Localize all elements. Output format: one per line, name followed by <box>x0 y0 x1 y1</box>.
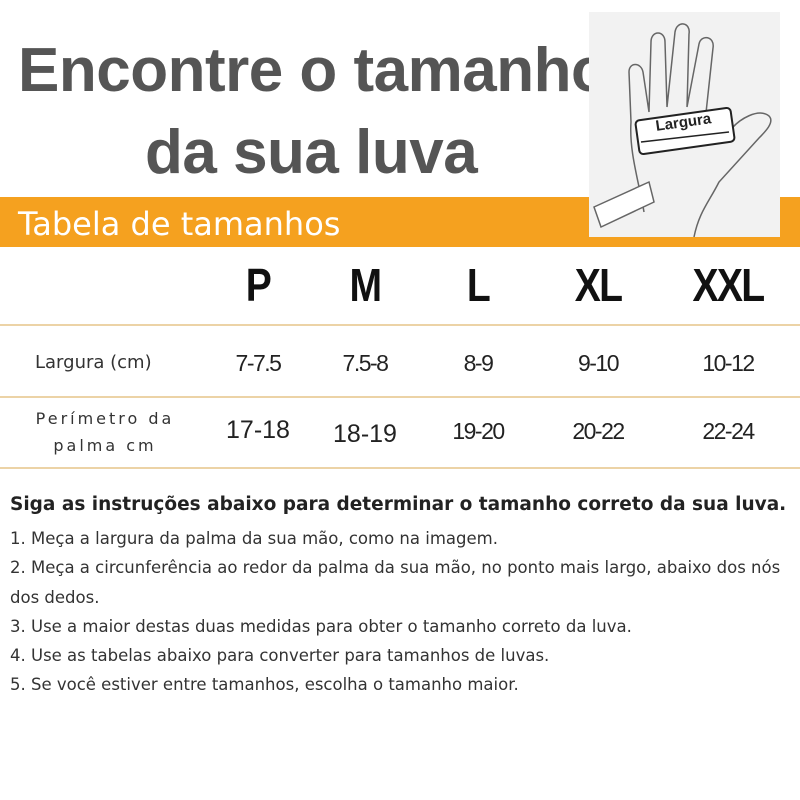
size-header: M <box>349 259 383 311</box>
size-value: 10-12 <box>702 350 755 376</box>
hand-image: Largura <box>589 12 780 238</box>
wrist-band <box>634 107 736 155</box>
title-line: da sua luva <box>145 118 478 187</box>
size-value: 7-7.5 <box>235 350 282 376</box>
size-value: 8-9 <box>463 350 494 376</box>
size-value: 20-22 <box>572 418 625 444</box>
size-value: 19-20 <box>452 418 505 444</box>
size-value: 7.5-8 <box>342 350 389 376</box>
instruction-item: 3. Use a maior destas duas medidas para … <box>10 616 632 636</box>
row-label: Largura (cm) <box>35 352 152 373</box>
instruction-item: 4. Use as tabelas abaixo para converter … <box>10 646 550 666</box>
hand-drawing: Largura <box>593 23 772 238</box>
width-arrow <box>640 131 730 143</box>
title-line: Encontre o tamanho <box>18 36 609 105</box>
size-value: 18-19 <box>333 420 397 448</box>
size-header: P <box>245 259 272 311</box>
size-value: 9-10 <box>577 350 620 376</box>
size-header: L <box>466 259 491 311</box>
band-title: Tabela de tamanhos <box>18 205 341 243</box>
instruction-item: 2. Meça a circunferência ao redor da pal… <box>10 558 781 607</box>
table-rule <box>0 396 800 398</box>
instructions-heading: Siga as instruções abaixo para determina… <box>10 494 787 515</box>
row-label: Perímetro da <box>35 409 175 428</box>
instruction-item: 5. Se você estiver entre tamanhos, escol… <box>10 675 519 695</box>
table-rule <box>0 467 800 469</box>
size-header: XXL <box>692 259 766 311</box>
size-value: 17-18 <box>226 416 290 444</box>
table-rule <box>0 324 800 326</box>
size-value: 22-24 <box>702 418 755 444</box>
instruction-item: 1. Meça a largura da palma da sua mão, c… <box>10 529 498 548</box>
row-label: palma cm <box>53 436 157 455</box>
size-header: XL <box>574 259 623 311</box>
instructions-list: 1. Meça a largura da palma da sua mão, c… <box>10 524 795 700</box>
